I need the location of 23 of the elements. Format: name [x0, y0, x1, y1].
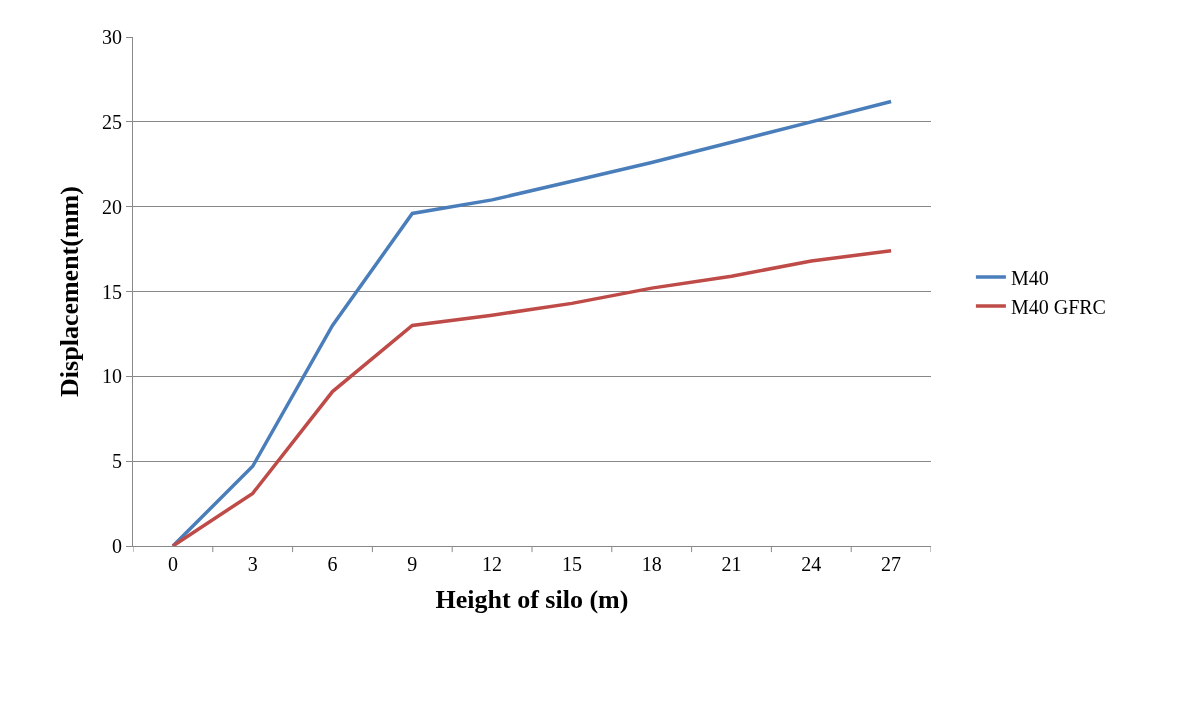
x-tick-label: 24 — [801, 553, 822, 575]
y-tick-label: 5 — [112, 450, 122, 473]
legend-label: M40 — [1010, 266, 1049, 289]
x-tick-label: 3 — [247, 553, 258, 575]
x-tick-label: 27 — [881, 553, 902, 575]
y-tick-label: 20 — [102, 195, 122, 218]
x-tick-label: 15 — [561, 553, 582, 575]
x-tick-label: 6 — [327, 553, 338, 575]
line-series — [171, 99, 893, 546]
y-tick-label: 15 — [102, 280, 122, 303]
y-tick-label: 30 — [102, 26, 122, 48]
y-tick-label: 10 — [102, 365, 122, 388]
y-tick-label: 0 — [112, 535, 122, 557]
x-axis-title: Height of silo (m) — [435, 584, 629, 614]
y-axis-title: Displacement(mm) — [55, 186, 85, 397]
legend-label: M40 GFRC — [1010, 295, 1106, 318]
x-tick-label: 21 — [721, 553, 742, 575]
x-tick-label: 0 — [167, 553, 178, 575]
x-tick-label: 18 — [641, 553, 662, 575]
x-tick-label: 9 — [407, 553, 418, 575]
x-tick-label: 12 — [482, 553, 503, 575]
y-tick-label: 25 — [102, 110, 122, 133]
line-series — [171, 249, 893, 546]
